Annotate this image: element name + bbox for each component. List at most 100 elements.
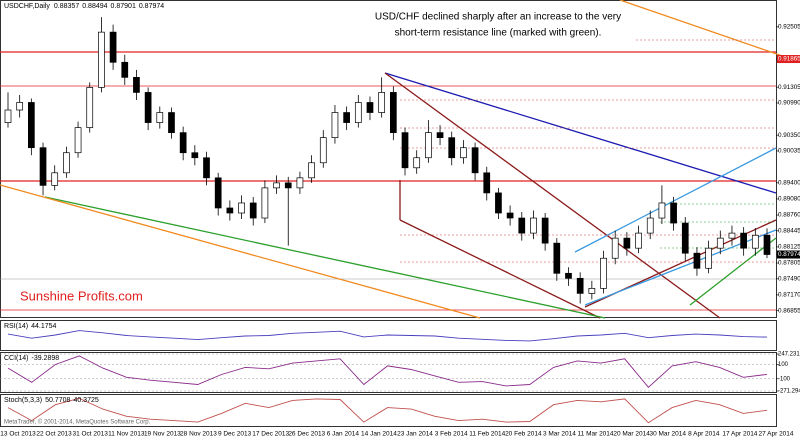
candle-body — [541, 217, 549, 244]
candle-body — [401, 132, 409, 169]
candle-body — [109, 31, 117, 63]
candle-body — [284, 182, 292, 189]
candle-body — [86, 87, 94, 128]
candle-body — [366, 102, 374, 113]
candle-body — [623, 237, 631, 249]
x-tick-label: 30 Mar 2014 — [649, 431, 686, 438]
candle-body — [681, 222, 689, 254]
indicator-line — [7, 397, 768, 424]
candle-body — [156, 112, 164, 123]
green-resistance — [689, 237, 777, 306]
candle-body — [436, 132, 444, 138]
rsi-last: 44.1754 — [31, 323, 56, 330]
y-tick-label: 0.87805 — [778, 260, 800, 267]
candle-body — [588, 288, 596, 294]
y-tick-label: 100 — [778, 362, 789, 368]
indicator-line — [7, 355, 768, 388]
candle-body — [518, 217, 526, 234]
x-tick-label: 11 Nov 2013 — [108, 431, 145, 438]
candle-body — [763, 234, 771, 255]
candle-body — [63, 152, 70, 174]
candle-body — [378, 92, 386, 113]
blue-channel — [574, 147, 777, 253]
y-tick-label: -100 — [778, 376, 791, 382]
y-tick-label: 0.88760 — [778, 212, 800, 219]
y-tick-label: 247.2312 — [778, 352, 800, 358]
close: 0.87974 — [139, 3, 164, 10]
candle-body — [740, 232, 747, 249]
annotation-box — [365, 8, 635, 42]
candle-body — [226, 207, 234, 214]
candle-body — [354, 102, 362, 123]
x-tick-label: 28 Nov 2013 — [180, 431, 217, 438]
candle-body — [471, 147, 479, 174]
candle-body — [751, 234, 759, 249]
x-tick-label: 26 Dec 2013 — [288, 431, 325, 438]
candle-body — [98, 31, 105, 88]
open: 0.88357 — [54, 3, 79, 10]
candle-body — [693, 252, 701, 269]
candle-body — [273, 182, 280, 189]
high: 0.88494 — [82, 3, 107, 10]
y-tick-label: 0.88125 — [778, 244, 800, 251]
plot-area — [0, 17, 776, 424]
candle-body — [179, 132, 187, 154]
candle-body — [728, 232, 736, 239]
symbol: USDCHF,Daily — [4, 3, 50, 10]
candle-body — [611, 237, 619, 259]
candle-body — [389, 92, 397, 133]
cci-last: -39.2898 — [32, 355, 60, 362]
candle-body — [506, 212, 514, 219]
candle-body — [600, 257, 607, 289]
y-tick-label: 0.87974 — [778, 251, 800, 258]
stoch-last: 50.7708 — [45, 397, 70, 404]
candle-body — [576, 277, 584, 294]
x-tick-label: 6 Jan 2014 — [327, 431, 360, 438]
blue-trend — [384, 72, 777, 194]
y-tick-label: 0.87170 — [778, 292, 800, 299]
x-tick-label: 17 Dec 2013 — [252, 431, 289, 438]
candle-body — [448, 137, 456, 159]
candle-body — [565, 272, 572, 279]
candle-body — [16, 102, 24, 111]
y-tick-label: 0.91865 — [778, 56, 800, 63]
y-tick-label: 0.89400 — [778, 180, 800, 187]
candle-body — [553, 242, 561, 274]
x-tick-label: 23 Jan 2014 — [397, 431, 433, 438]
candle-body — [121, 61, 129, 78]
candle-body — [28, 102, 35, 149]
candle-body — [4, 109, 12, 123]
candle-body — [133, 77, 140, 93]
y-tick-label: 0.90035 — [778, 148, 800, 155]
indicator-header: RSI(14) 44.1754 — [4, 323, 57, 330]
x-tick-label: 31 Oct 2013 — [72, 431, 108, 438]
indicator-header: CCI(14) -39.2898 — [4, 355, 59, 362]
y-tick-label: 0.90350 — [778, 132, 800, 139]
red-channel — [399, 219, 601, 319]
panel-frames — [0, 0, 777, 427]
y-tick-label: 0.88445 — [778, 228, 800, 235]
x-tick-label: 9 Dec 2013 — [218, 431, 252, 438]
orange-trend — [619, 0, 800, 63]
candle-body — [249, 202, 257, 219]
chart-header: USDCHF,Daily 0.88357 0.88494 0.87901 0.87974 — [4, 3, 164, 10]
candle-body — [460, 147, 467, 159]
y-tick-label: 0.86855 — [778, 307, 800, 314]
candle-body — [51, 172, 59, 186]
stoch-title: Stoch(5,3,3) — [4, 397, 42, 404]
main-frame — [0, 0, 777, 318]
indicator-line — [7, 330, 768, 342]
cci-frame — [0, 352, 777, 393]
candle-body — [238, 202, 245, 214]
x-tick-label: 19 Nov 2013 — [144, 431, 181, 438]
candle-body — [261, 187, 269, 219]
y-tick-label: 0.87490 — [778, 275, 800, 282]
red-channel — [384, 72, 721, 319]
y-tick-label: 0.92505 — [778, 24, 800, 31]
candle-body — [670, 202, 677, 224]
candle-body — [191, 152, 199, 159]
x-tick-label: 3 Feb 2014 — [435, 431, 468, 438]
x-tick-label: 20 Feb 2014 — [505, 431, 542, 438]
candle-body — [168, 112, 175, 133]
